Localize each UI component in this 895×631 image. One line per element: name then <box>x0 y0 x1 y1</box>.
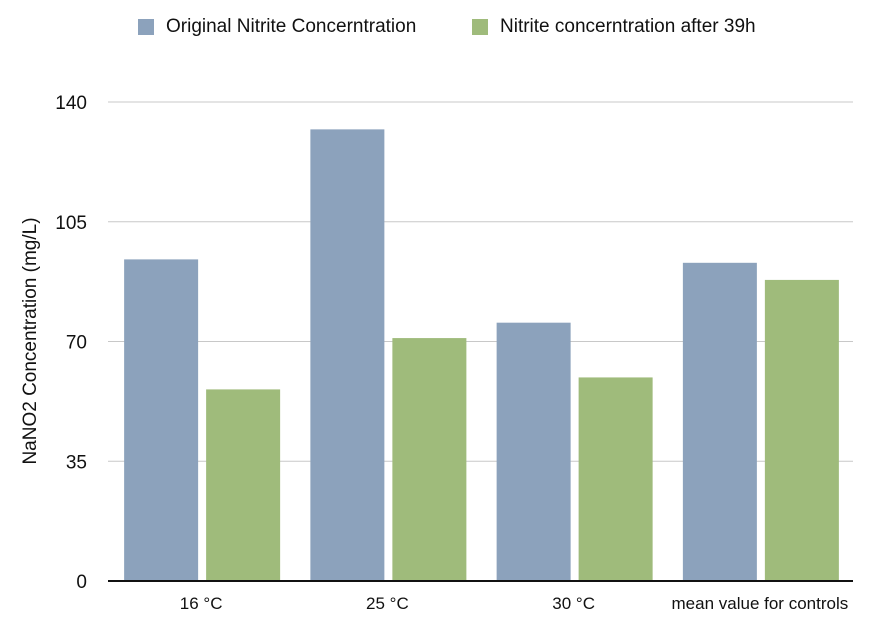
bar-original-0 <box>124 259 199 581</box>
bar-original-3 <box>682 262 757 581</box>
legend: Original Nitrite Concerntration Nitrite … <box>0 16 895 40</box>
bar-original-1 <box>310 129 385 581</box>
y-tick-label-35: 35 <box>66 452 87 473</box>
bar-after-39h-3 <box>764 279 839 581</box>
bar-after-39h-0 <box>206 389 281 581</box>
y-tick-label-140: 140 <box>55 93 87 114</box>
legend-label-after-39h: Nitrite concerntration after 39h <box>500 16 756 37</box>
legend-swatch-after-39h <box>472 19 488 35</box>
y-tick-label-0: 0 <box>76 572 87 593</box>
bar-after-39h-2 <box>578 377 653 581</box>
legend-item-after-39h: Nitrite concerntration after 39h <box>472 16 756 38</box>
x-tick-label-2: 30 °C <box>552 594 595 613</box>
bar-original-2 <box>496 322 571 581</box>
x-tick-label-1: 25 °C <box>366 594 409 613</box>
y-tick-label-70: 70 <box>66 333 87 354</box>
x-tick-label-3: mean value for controls <box>672 594 849 613</box>
legend-swatch-original <box>138 19 154 35</box>
legend-label-original: Original Nitrite Concerntration <box>166 16 417 37</box>
legend-item-original: Original Nitrite Concerntration <box>138 16 416 38</box>
y-tick-label-105: 105 <box>55 213 87 234</box>
x-tick-label-0: 16 °C <box>180 594 223 613</box>
bar-after-39h-1 <box>392 338 467 581</box>
